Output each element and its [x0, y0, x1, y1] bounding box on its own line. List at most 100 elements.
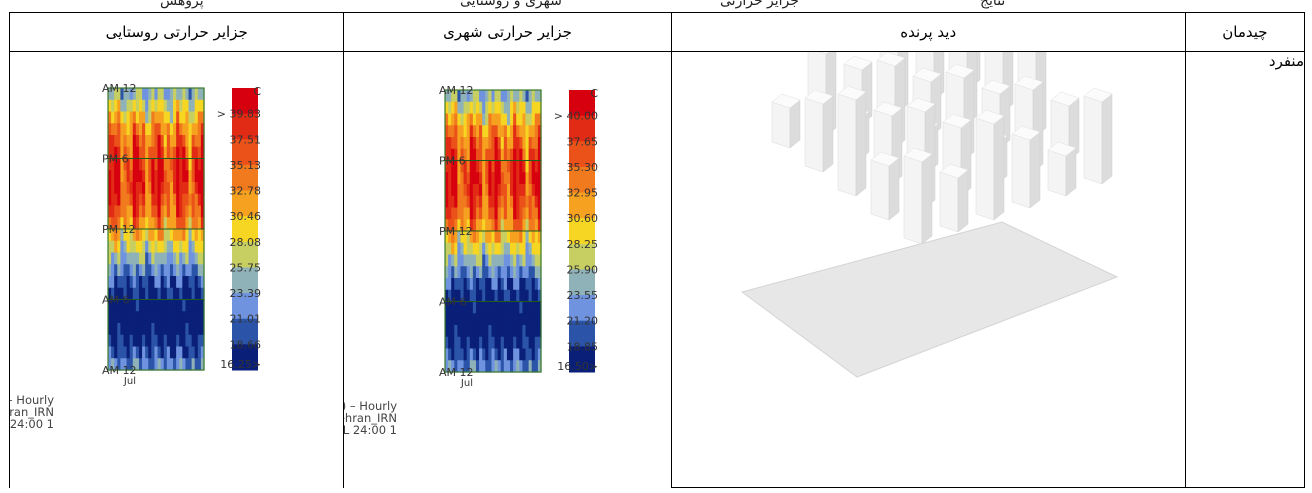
- heatmap-cell: [525, 184, 530, 197]
- building-roof: [876, 52, 906, 67]
- heatmap-cell: [191, 264, 196, 277]
- heatmap-cell: [451, 348, 456, 361]
- heatmap-cell: [504, 242, 508, 256]
- legend-swatch: [569, 141, 596, 168]
- heatmap-cell: [498, 348, 502, 361]
- heatmap-cell: [535, 160, 539, 173]
- heatmap-cell: [185, 276, 190, 289]
- heatmap-cell: [160, 123, 165, 136]
- heatmap-cell: [188, 229, 193, 242]
- heatmap-cell: [513, 137, 518, 150]
- heatmap-cell: [451, 313, 456, 326]
- heatmap-cell: [460, 113, 465, 126]
- legend-label: 37.51: [230, 133, 262, 146]
- heatmap-cell: [463, 137, 468, 150]
- heatmap-cell: [494, 101, 499, 115]
- heatmap-cell: [157, 240, 162, 254]
- heatmap-cell: [463, 360, 468, 373]
- heatmap-cell: [182, 229, 187, 242]
- heatmap-cell: [142, 346, 146, 359]
- heatmap-cell: [151, 358, 156, 371]
- heatmap-cell: [535, 278, 539, 291]
- heatmap-cell: [445, 325, 450, 338]
- heatmap-cell: [157, 311, 162, 324]
- heatmap-cell: [488, 231, 493, 244]
- heatmap-cell: [519, 301, 524, 314]
- heatmap-cell: [123, 311, 128, 324]
- heatmap-cell: [525, 113, 530, 126]
- heatmap-cell: [188, 323, 193, 336]
- heatmap-cell: [129, 252, 134, 265]
- heatmap-cell: [120, 252, 125, 265]
- legend-label: 32.95: [567, 187, 599, 200]
- heatmap-cell: [114, 146, 118, 160]
- heatmap-cell: [488, 301, 493, 314]
- building-face: [789, 99, 800, 149]
- heatmap-cell: [111, 99, 115, 113]
- heatmap-cell: [179, 170, 183, 183]
- heatmap-cell: [491, 301, 496, 314]
- heatmap-cell: [491, 289, 496, 303]
- heatmap-cell: [454, 313, 459, 326]
- heatmap-cell: [473, 137, 477, 150]
- heatmap-cell: [445, 101, 450, 115]
- heatmap-cell: [179, 323, 183, 336]
- heatmap-cell: [513, 254, 518, 267]
- heatmap-cell: [157, 299, 162, 312]
- heatmap-cell: [501, 231, 505, 244]
- heatmap-cell: [126, 346, 131, 359]
- heatmap-cell: [173, 334, 177, 348]
- heatmap-cell: [445, 242, 450, 256]
- heatmap-cell: [479, 301, 484, 314]
- heatmap-cell: [528, 266, 533, 279]
- heatmap-cell: [182, 358, 187, 371]
- heatmap-cell: [111, 217, 115, 230]
- heatmap-cell: [120, 334, 125, 348]
- heatmap-cell: [200, 123, 205, 136]
- heatmap-cell: [188, 111, 193, 124]
- heatmap-cell: [114, 334, 118, 348]
- heatmap-cell: [123, 299, 128, 312]
- legend-label: 35.13: [230, 159, 262, 172]
- heatmap-cell: [179, 311, 183, 324]
- heatmap-cell: [154, 88, 159, 101]
- heatmap-cell: [194, 358, 199, 371]
- heatmap-cell: [448, 231, 453, 244]
- heatmap-cell: [504, 184, 508, 197]
- heatmap-cell: [451, 125, 456, 138]
- heatmap-cell: [114, 88, 118, 101]
- heatmap-cell: [498, 336, 502, 350]
- heatmap-cell: [151, 146, 156, 160]
- heatmap-cell: [108, 146, 112, 160]
- heatmap-cell: [460, 360, 465, 373]
- heatmap-cell: [123, 170, 128, 183]
- heatmap-cell: [179, 111, 183, 124]
- heatmap-cell: [519, 278, 524, 291]
- heatmap-cell: [148, 146, 152, 160]
- heatmap-caption-line: Tehran Mehrabad Intl Ap _Tehran_IRN: [344, 411, 397, 425]
- heatmap-cell: [197, 334, 202, 348]
- heatmap-cell: [470, 289, 474, 303]
- heatmap-cell: [488, 325, 493, 338]
- heatmap-cell: [138, 264, 143, 277]
- heatmap-cell: [528, 348, 533, 361]
- heatmap-cell: [538, 360, 542, 373]
- heatmap-cell: [528, 313, 533, 326]
- heatmap-cell: [114, 170, 118, 183]
- heatmap-cell: [482, 184, 487, 197]
- heatmap-cell: [160, 299, 165, 312]
- heatmap-cell: [460, 289, 465, 303]
- heatmap-cell: [451, 148, 456, 162]
- heatmap-cell: [451, 360, 456, 373]
- heatmap-cell: [467, 148, 471, 162]
- heatmap-cell: [538, 242, 542, 256]
- heatmap-cell: [191, 158, 196, 171]
- heatmap-cell: [488, 242, 493, 256]
- heatmap-cell: [532, 90, 536, 103]
- heatmap-cell: [129, 111, 134, 124]
- heatmap-cell: [123, 205, 128, 218]
- heatmap-cell: [114, 158, 118, 171]
- heatmap-y-tick: 6 PM: [439, 155, 466, 168]
- heatmap-cell: [188, 88, 193, 101]
- heatmap-cell: [129, 346, 134, 359]
